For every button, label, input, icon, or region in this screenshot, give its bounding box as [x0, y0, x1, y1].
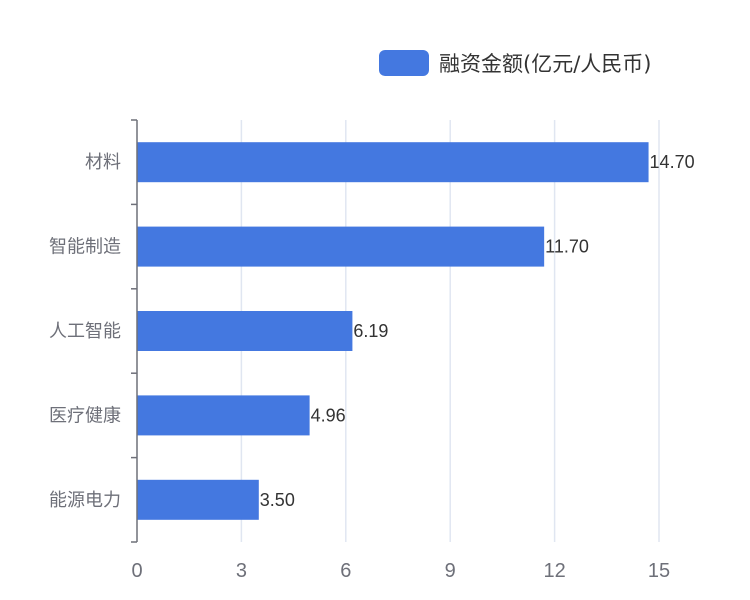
- bar-value-label: 6.19: [353, 321, 388, 341]
- y-category-label: 人工智能: [49, 321, 121, 342]
- x-tick-label: 6: [340, 560, 351, 582]
- bar-1[interactable]: [137, 142, 649, 183]
- bar-value-label: 4.96: [311, 405, 346, 425]
- bars: [137, 142, 649, 520]
- grid-lines: [240, 120, 660, 542]
- axes: 0 3 6 9 12 15: [131, 119, 670, 582]
- bar-4[interactable]: [137, 395, 310, 436]
- y-category-label: 智能制造: [49, 237, 121, 258]
- x-tick-label: 9: [445, 560, 456, 582]
- y-category-label: 能源电力: [49, 490, 121, 511]
- legend-swatch[interactable]: [379, 50, 429, 76]
- legend-label[interactable]: 融资金额(亿元/人民币): [439, 52, 651, 76]
- x-tick-label: 15: [648, 560, 670, 582]
- legend[interactable]: 融资金额(亿元/人民币): [379, 50, 651, 76]
- y-category-label: 医疗健康: [49, 405, 121, 426]
- bar-5[interactable]: [137, 479, 259, 520]
- bar-value-label: 3.50: [260, 490, 295, 510]
- bar-value-label: 11.70: [545, 237, 589, 257]
- bar-3[interactable]: [137, 311, 353, 351]
- x-tick-label: 3: [236, 560, 247, 582]
- labels: 材料 14.70 智能制造 11.70 人工智能 6.19 医疗健康 4.96 能源电力 3.50: [49, 152, 695, 511]
- x-tick-label: 12: [543, 560, 565, 582]
- bar-2[interactable]: [137, 226, 545, 267]
- x-tick-label: 0: [131, 560, 142, 582]
- bar-value-label: 14.70: [650, 152, 695, 172]
- y-category-label: 材料: [85, 152, 121, 173]
